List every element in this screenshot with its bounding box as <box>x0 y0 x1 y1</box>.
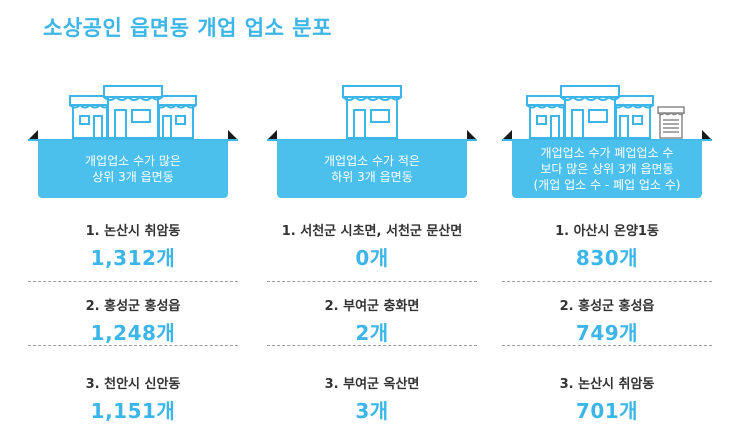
banner-line: 개업업소 수가 많은 <box>85 154 181 168</box>
rank-value: 1,151개 <box>90 399 176 423</box>
rank-name: 1. 논산시 취암동 <box>85 224 181 239</box>
rank-item-1: 1. 논산시 취암동 1,312개 <box>28 220 238 271</box>
banner: 개업업소 수가 폐업업소 수 보다 많은 상위 3개 읍면동 (개업 업소 수 … <box>512 140 702 198</box>
rank-item-1: 1. 서천군 시초면, 서천군 문산면 0개 <box>267 220 477 271</box>
shops-icon <box>28 85 238 141</box>
banner-line: 보다 많은 상위 3개 읍면동 <box>540 162 674 176</box>
column-fewest-openings: 개업업소 수가 적은 하위 3개 읍면동 1. 서천군 시초면, 서천군 문산면… <box>267 78 477 444</box>
banner-line: 개업업소 수가 적은 <box>324 154 420 168</box>
divider <box>502 281 712 282</box>
banner-line: (개업 업소 수 - 폐업 업소 수) <box>533 178 681 192</box>
divider <box>267 281 477 282</box>
rank-item-3: 3. 천안시 신안동 1,151개 <box>28 373 238 424</box>
rank-name: 2. 부여군 충화면 <box>324 299 420 314</box>
rank-item-2: 2. 홍성군 홍성읍 749개 <box>502 295 712 346</box>
shop-icon <box>267 85 477 141</box>
page-title: 소상공인 읍면동 개업 업소 분포 <box>43 16 332 40</box>
banner: 개업업소 수가 적은 하위 3개 읍면동 <box>277 140 467 198</box>
rank-value: 2개 <box>355 321 389 345</box>
divider <box>28 281 238 282</box>
column-net-openings: 개업업소 수가 폐업업소 수 보다 많은 상위 3개 읍면동 (개업 업소 수 … <box>502 78 712 444</box>
banner-line: 개업업소 수가 폐업업소 수 <box>540 146 674 160</box>
banner-line: 하위 3개 읍면동 <box>331 170 413 184</box>
shops-with-closed-shop-icon <box>502 85 712 141</box>
rank-value: 0개 <box>355 246 389 270</box>
rank-name: 3. 천안시 신안동 <box>85 377 181 392</box>
rank-name: 1. 서천군 시초면, 서천군 문산면 <box>281 224 463 239</box>
column-most-openings: 개업업소 수가 많은 상위 3개 읍면동 1. 논산시 취암동 1,312개 2… <box>28 78 238 444</box>
rank-value: 701개 <box>575 399 639 423</box>
banner-line: 상위 3개 읍면동 <box>92 170 174 184</box>
rank-item-2: 2. 홍성군 홍성읍 1,248개 <box>28 295 238 346</box>
rank-value: 830개 <box>575 246 639 270</box>
rank-item-3: 3. 부여군 옥산면 3개 <box>267 373 477 424</box>
rank-name: 3. 부여군 옥산면 <box>324 377 420 392</box>
rank-item-3: 3. 논산시 취암동 701개 <box>502 373 712 424</box>
divider <box>267 345 477 346</box>
rank-name: 1. 아산시 온양1동 <box>555 224 659 239</box>
rank-name: 2. 홍성군 홍성읍 <box>85 299 181 314</box>
rank-item-1: 1. 아산시 온양1동 830개 <box>502 220 712 271</box>
rank-item-2: 2. 부여군 충화면 2개 <box>267 295 477 346</box>
rank-name: 2. 홍성군 홍성읍 <box>559 299 655 314</box>
rank-value: 749개 <box>575 321 639 345</box>
rank-value: 1,312개 <box>90 246 176 270</box>
divider <box>502 345 712 346</box>
banner: 개업업소 수가 많은 상위 3개 읍면동 <box>38 140 228 198</box>
rank-value: 1,248개 <box>90 321 176 345</box>
divider <box>28 345 238 346</box>
rank-name: 3. 논산시 취암동 <box>559 377 655 392</box>
rank-value: 3개 <box>355 399 389 423</box>
